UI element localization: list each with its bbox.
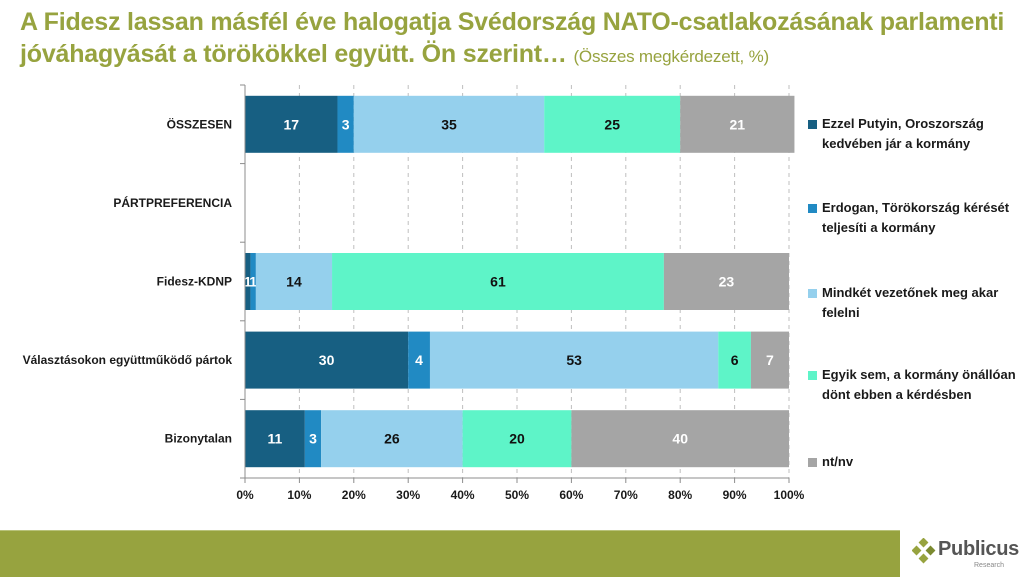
legend-swatch [808, 204, 817, 213]
bar-segment [353, 95, 545, 153]
data-label: 3 [309, 431, 317, 447]
data-label: 40 [672, 431, 688, 447]
legend-label: nt/nv [822, 454, 854, 469]
data-label: 17 [283, 116, 299, 132]
chart-subtitle: (Összes megkérdezett, %) [573, 47, 769, 66]
data-label: 53 [566, 352, 582, 368]
legend-item: Erdogan, Törökország kérését teljesíti a… [808, 198, 1018, 238]
x-tick-label: 90% [723, 488, 747, 502]
legend-label: Mindkét vezetőnek meg akar felelni [822, 285, 999, 320]
data-label: 35 [441, 116, 457, 132]
bar-segment [408, 331, 430, 389]
bar-segment [429, 331, 719, 389]
bar-segment [250, 253, 256, 310]
category-label: ÖSSZESEN [167, 116, 232, 131]
data-label: 25 [604, 116, 620, 132]
category-label: Fidesz-KDNP [157, 275, 232, 289]
legend-item: Egyik sem, a kormány önállóan dönt ebben… [808, 365, 1018, 405]
x-tick-label: 70% [614, 488, 638, 502]
legend-swatch [808, 458, 817, 467]
bar-segment [304, 410, 322, 468]
bar-segment [680, 95, 795, 153]
bar-segment [718, 331, 751, 389]
x-tick-labels: 0% 10% 20% 30% 40% 50% 60% 70% 80% 90% 100% [236, 488, 804, 502]
legend-label: Egyik sem, a kormány önállóan dönt ebben… [822, 367, 1016, 402]
x-tick-label: 40% [451, 488, 475, 502]
logo-subtext: Research [974, 562, 1004, 569]
publicus-logo: Publicus Research [912, 536, 1022, 574]
bar-segment [245, 331, 409, 389]
data-label: 14 [286, 274, 302, 290]
x-tick-label: 10% [287, 488, 311, 502]
data-label: 6 [731, 352, 739, 368]
legend-item: nt/nv [808, 452, 1018, 472]
category-labels: ÖSSZESEN PÁRTPREFERENCIA Fidesz-KDNP Válasz… [23, 116, 233, 445]
logo-text: Publicus [938, 538, 1019, 560]
data-label: 30 [319, 352, 335, 368]
x-tick-label: 0% [236, 488, 254, 502]
legend-swatch [808, 371, 817, 380]
bars: 17 3 35 25 21 11 14 61 23 30 4 53 6 7 11 3 26 20 40 [244, 95, 795, 468]
bar-segment [750, 331, 789, 389]
data-label: 26 [384, 431, 400, 447]
legend-item: Ezzel Putyin, Oroszország kedvében jár a… [808, 114, 1018, 154]
bar-segment [255, 253, 333, 310]
bar-segment [544, 95, 681, 153]
x-tick-label: 30% [396, 488, 420, 502]
bar-segment [245, 253, 251, 310]
x-tick-label: 50% [505, 488, 529, 502]
data-label: 7 [766, 352, 774, 368]
data-label: 1 [244, 274, 252, 290]
x-tick-label: 100% [774, 488, 805, 502]
data-label: 4 [415, 352, 423, 368]
legend-swatch [808, 289, 817, 298]
x-tick-label: 60% [559, 488, 583, 502]
legend-item: Mindkét vezetőnek meg akar felelni [808, 283, 1018, 323]
footer-bar [0, 530, 900, 577]
data-label: 20 [509, 431, 525, 447]
data-label: 61 [490, 274, 506, 290]
bar-segment [321, 410, 463, 468]
bar-segment [462, 410, 572, 468]
x-tick-label: 20% [342, 488, 366, 502]
bar-segment [332, 253, 664, 310]
legend-label: Ezzel Putyin, Oroszország kedvében jár a… [822, 116, 984, 151]
publicus-logo-icon [912, 538, 936, 564]
data-label: 21 [730, 116, 746, 132]
category-label: Választásokon együttműködő pártok [23, 353, 233, 367]
data-label: 11 [268, 431, 283, 447]
data-label: 23 [719, 274, 735, 290]
bar-segment [245, 95, 338, 153]
legend-label: Erdogan, Törökország kérését teljesíti a… [822, 200, 1010, 235]
category-label: PÁRTPREFERENCIA [113, 195, 232, 210]
chart-title: A Fidesz lassan másfél éve halogatja Své… [20, 6, 1020, 73]
chart-title-main: A Fidesz lassan másfél éve halogatja Své… [20, 8, 1005, 68]
bar-segment [337, 95, 354, 153]
bar-segment [571, 410, 789, 468]
category-label: Bizonytalan [165, 432, 232, 446]
axes [240, 84, 790, 483]
data-label: 3 [342, 116, 350, 132]
bar-segment [663, 253, 789, 310]
bar-segment [245, 410, 305, 468]
data-label: 1 [249, 274, 257, 290]
x-tick-label: 80% [668, 488, 692, 502]
legend-swatch [808, 120, 817, 129]
